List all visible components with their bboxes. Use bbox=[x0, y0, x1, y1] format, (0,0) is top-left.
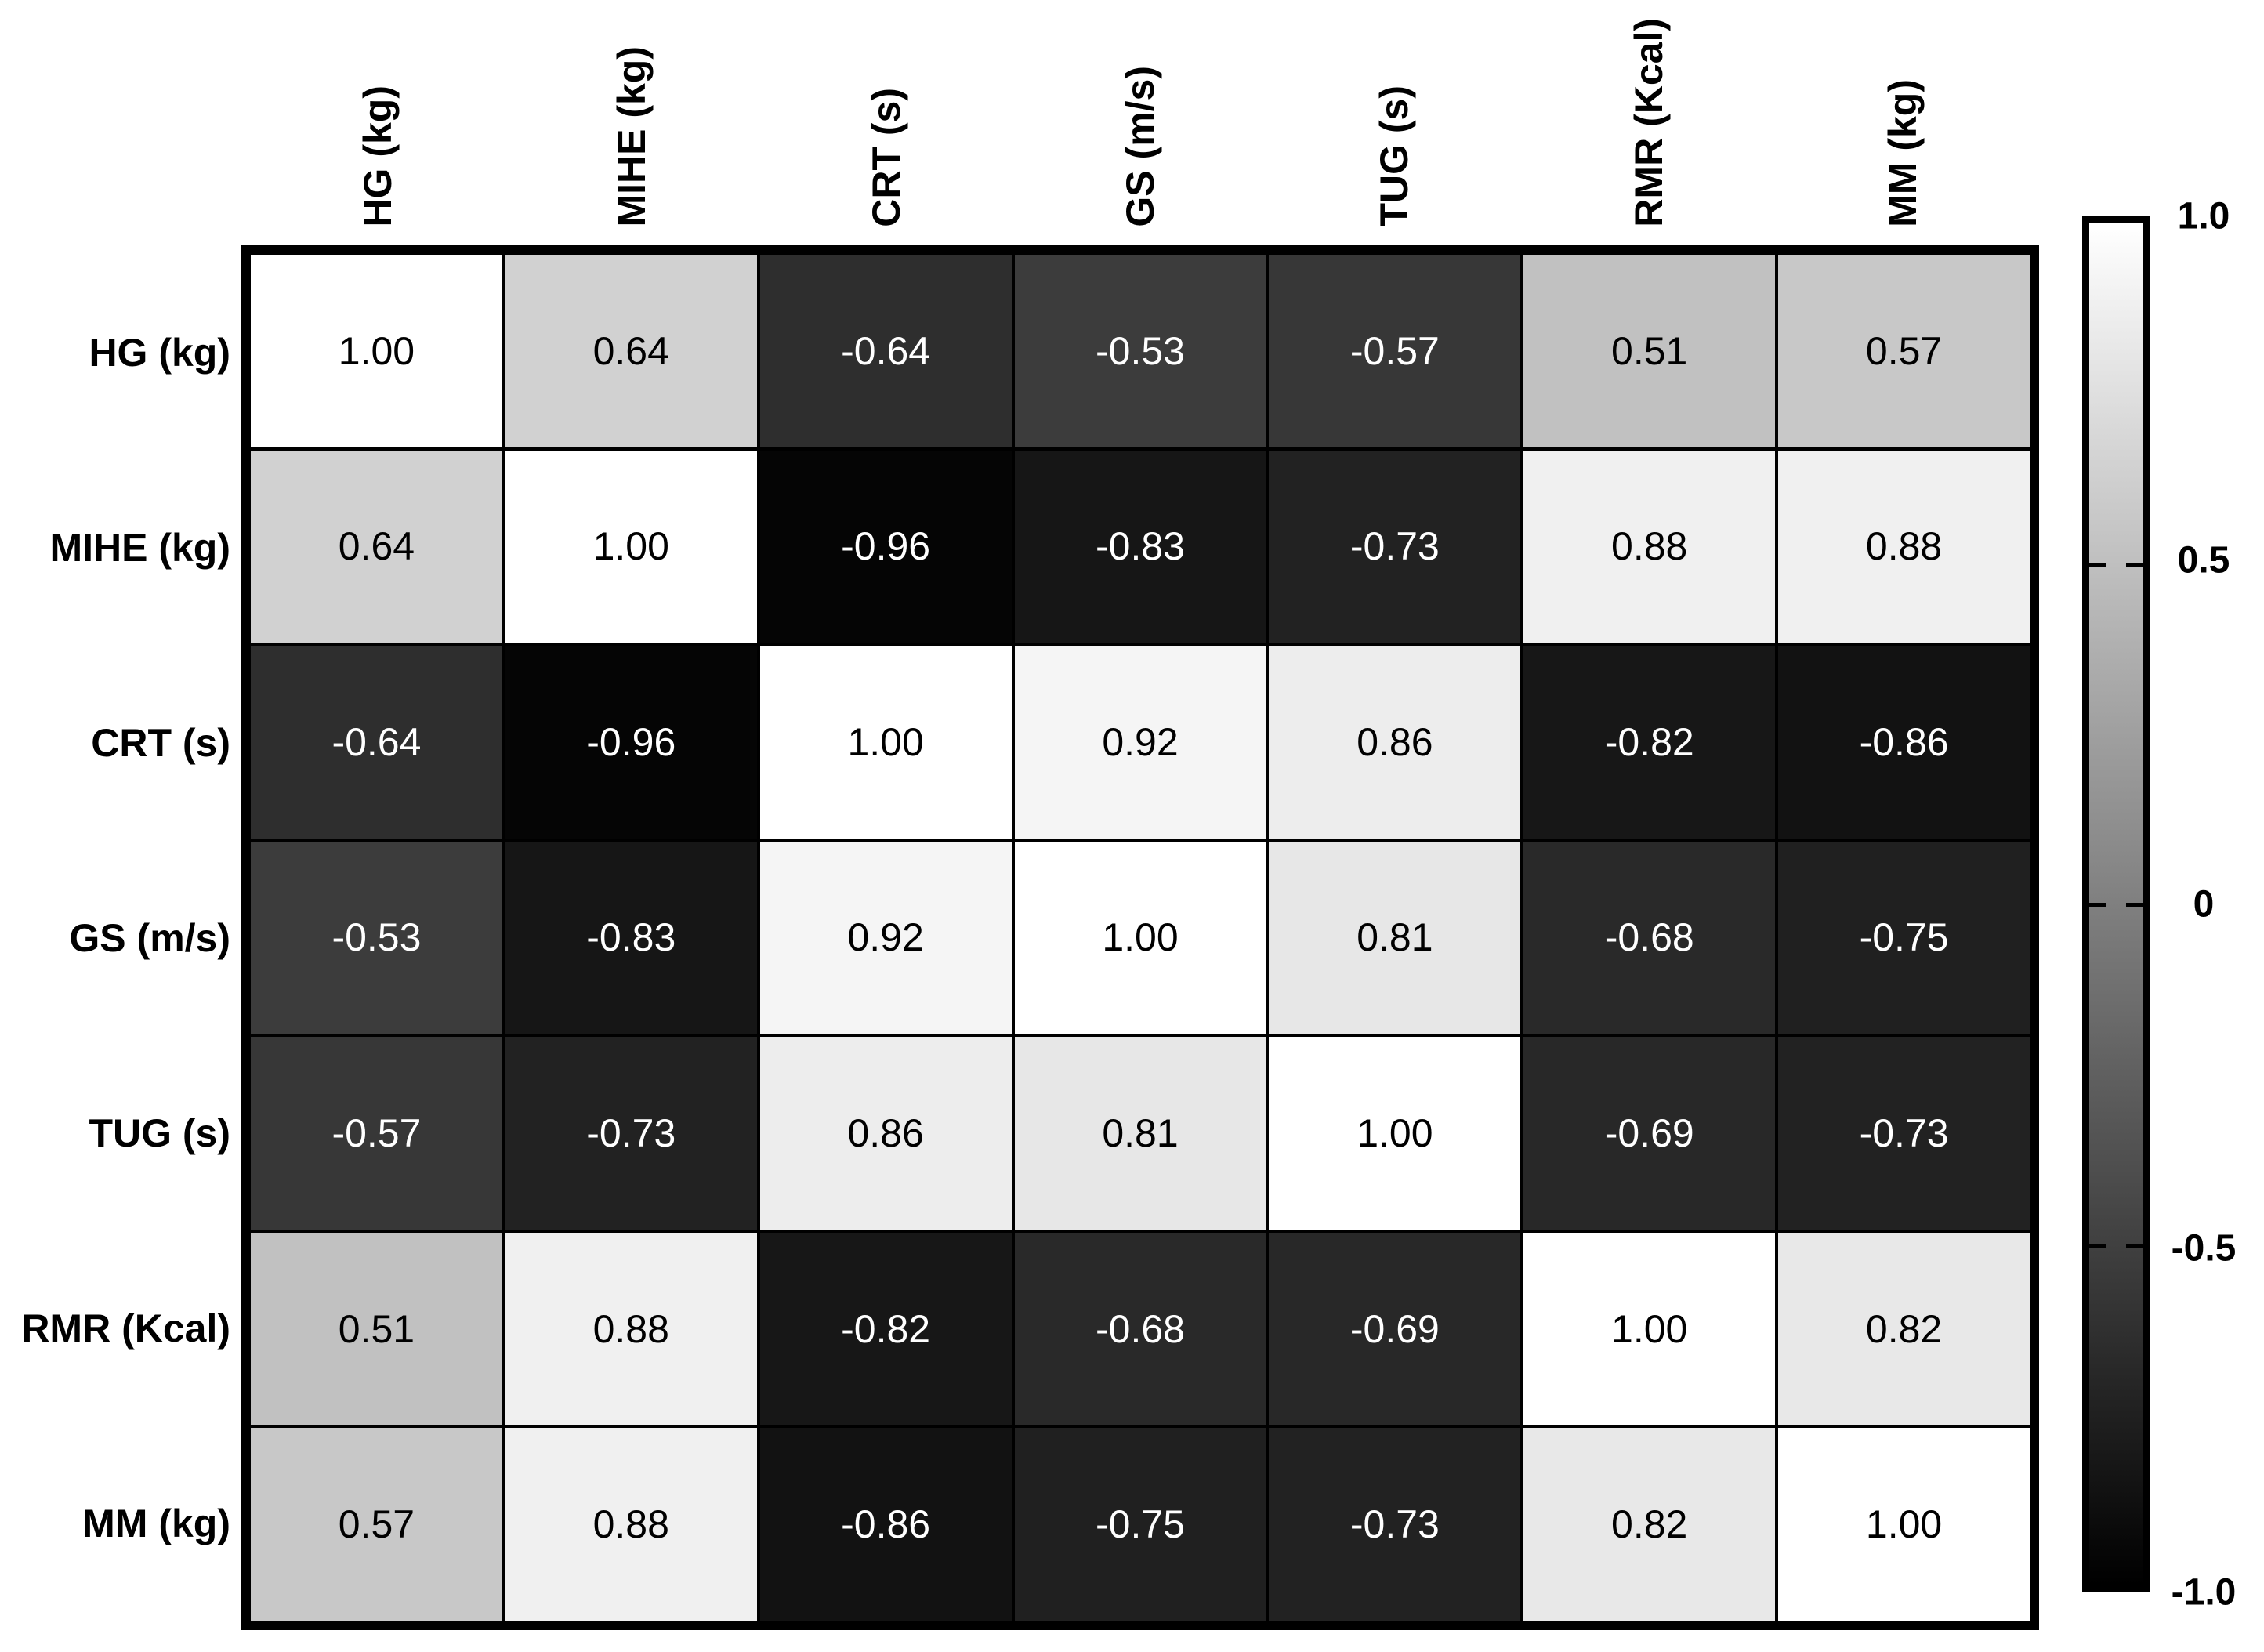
matrix-cell: -0.73 bbox=[1269, 450, 1521, 643]
matrix-cell: 0.51 bbox=[1523, 255, 1776, 447]
matrix-cell: 1.00 bbox=[759, 646, 1012, 839]
row-labels: HG (kg) MIHE (kg) CRT (s) GS (m/s) TUG (s) RM… bbox=[0, 255, 235, 1621]
matrix-cell: -0.96 bbox=[505, 646, 757, 839]
matrix-cell: -0.75 bbox=[1014, 1428, 1266, 1621]
row-label: GS (m/s) bbox=[69, 915, 230, 960]
matrix-cell: 1.00 bbox=[251, 255, 502, 447]
colorbar-tick-label: 1.0 bbox=[2177, 195, 2230, 237]
column-label: MIHE (kg) bbox=[610, 46, 654, 227]
row-label: CRT (s) bbox=[91, 720, 230, 765]
colorbar-tick-label: -1.0 bbox=[2171, 1571, 2237, 1614]
matrix-cell: 1.00 bbox=[1014, 841, 1266, 1034]
colorbar-tick-label: -0.5 bbox=[2171, 1227, 2237, 1270]
matrix-cell: 0.57 bbox=[1778, 255, 2030, 447]
column-label: CRT (s) bbox=[864, 88, 908, 227]
matrix-cell: -0.82 bbox=[1523, 646, 1776, 839]
matrix-cell: -0.57 bbox=[1269, 255, 1521, 447]
row-label: MM (kg) bbox=[82, 1501, 230, 1545]
matrix-cell: 0.57 bbox=[251, 1428, 502, 1621]
row-label: RMR (Kcal) bbox=[21, 1306, 230, 1350]
matrix-cell: -0.64 bbox=[251, 646, 502, 839]
matrix-cell: -0.68 bbox=[1014, 1232, 1266, 1426]
matrix-cell: 0.88 bbox=[505, 1428, 757, 1621]
matrix-cell: 0.81 bbox=[1014, 1037, 1266, 1230]
column-label: TUG (s) bbox=[1372, 85, 1417, 227]
matrix-cell: -0.73 bbox=[1778, 1037, 2030, 1230]
matrix-cell: 1.00 bbox=[505, 450, 757, 643]
column-label: MM (kg) bbox=[1880, 79, 1925, 227]
matrix-cell: 0.88 bbox=[1523, 450, 1776, 643]
matrix-cell: -0.86 bbox=[1778, 646, 2030, 839]
matrix-cell: -0.75 bbox=[1778, 841, 2030, 1034]
column-label-slot: TUG (s) bbox=[1267, 0, 1521, 237]
matrix-cell: -0.69 bbox=[1523, 1037, 1776, 1230]
matrix-cell: 0.64 bbox=[505, 255, 757, 447]
colorbar-tick bbox=[2126, 562, 2143, 567]
matrix-cell: 0.64 bbox=[251, 450, 502, 643]
matrix-cell: 1.00 bbox=[1269, 1037, 1521, 1230]
column-label-slot: MM (kg) bbox=[1776, 0, 2030, 237]
matrix-cell: -0.83 bbox=[505, 841, 757, 1034]
matrix-cell: -0.69 bbox=[1269, 1232, 1521, 1426]
matrix-cell: 1.00 bbox=[1778, 1428, 2030, 1621]
column-label-slot: CRT (s) bbox=[759, 0, 1013, 237]
matrix-cell: -0.82 bbox=[759, 1232, 1012, 1426]
matrix-cell: 0.81 bbox=[1269, 841, 1521, 1034]
matrix-cell: 1.00 bbox=[1523, 1232, 1776, 1426]
matrix-cell: 0.86 bbox=[759, 1037, 1012, 1230]
matrix-cell: -0.53 bbox=[1014, 255, 1266, 447]
colorbar-tick bbox=[2126, 1243, 2143, 1248]
row-label: MIHE (kg) bbox=[49, 525, 230, 570]
matrix-cell: 0.88 bbox=[505, 1232, 757, 1426]
colorbar-tick bbox=[2089, 903, 2106, 907]
heatmap-grid: 1.00 0.64 -0.64 -0.53 -0.57 0.51 0.57 0.64 1.00-… bbox=[241, 245, 2039, 1630]
colorbar-tick-label: 0.5 bbox=[2177, 539, 2230, 581]
matrix-cell: -0.57 bbox=[251, 1037, 502, 1230]
column-label-slot: MIHE (kg) bbox=[505, 0, 759, 237]
matrix-cell: -0.53 bbox=[251, 841, 502, 1034]
colorbar bbox=[2082, 216, 2150, 1592]
column-labels: HG (kg) MIHE (kg) CRT (s) GS (m/s) TUG (s) RM… bbox=[251, 0, 2030, 237]
row-label: HG (kg) bbox=[89, 330, 230, 375]
matrix-cell: 0.82 bbox=[1523, 1428, 1776, 1621]
column-label: RMR (Kcal) bbox=[1626, 18, 1671, 227]
colorbar-tick bbox=[2126, 903, 2143, 907]
column-label-slot: HG (kg) bbox=[251, 0, 505, 237]
matrix-cell: 0.51 bbox=[251, 1232, 502, 1426]
column-label-slot: GS (m/s) bbox=[1013, 0, 1267, 237]
matrix-cell: 0.92 bbox=[1014, 646, 1266, 839]
matrix-cell: 0.86 bbox=[1269, 646, 1521, 839]
matrix-cell: -0.73 bbox=[1269, 1428, 1521, 1621]
row-label: TUG (s) bbox=[89, 1110, 230, 1155]
column-label: HG (kg) bbox=[356, 85, 400, 227]
matrix-cell: 0.92 bbox=[759, 841, 1012, 1034]
matrix-cell: -0.83 bbox=[1014, 450, 1266, 643]
colorbar-tick bbox=[2089, 562, 2106, 567]
matrix-cell: -0.86 bbox=[759, 1428, 1012, 1621]
colorbar-tick-label: 0 bbox=[2193, 883, 2215, 926]
colorbar-tick bbox=[2089, 1243, 2106, 1248]
matrix-cell: -0.64 bbox=[759, 255, 1012, 447]
matrix-cell: -0.68 bbox=[1523, 841, 1776, 1034]
column-label-slot: RMR (Kcal) bbox=[1521, 0, 1775, 237]
matrix-cell: -0.73 bbox=[505, 1037, 757, 1230]
matrix-cell: 0.88 bbox=[1778, 450, 2030, 643]
matrix-cell: 0.82 bbox=[1778, 1232, 2030, 1426]
column-label: GS (m/s) bbox=[1118, 66, 1162, 227]
matrix-cell: -0.96 bbox=[759, 450, 1012, 643]
